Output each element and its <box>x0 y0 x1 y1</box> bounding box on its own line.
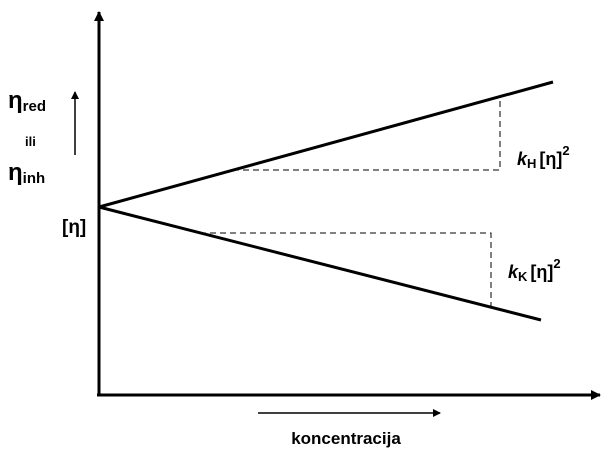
k-symbol: k <box>517 149 528 169</box>
kraemer-line <box>98 205 542 322</box>
y-label-top: ηred <box>8 87 46 115</box>
subscript: red <box>23 98 46 115</box>
intercept-label: [η] <box>62 217 86 238</box>
x-axis-label: koncentracija <box>291 429 401 448</box>
k-symbol: k <box>508 262 519 282</box>
subscript: H <box>527 156 536 171</box>
exponent: 2 <box>553 256 560 271</box>
eta-symbol: η <box>8 87 23 114</box>
subscript: K <box>518 269 528 284</box>
slope-guide-upper <box>233 97 501 171</box>
slope-guide-lower <box>200 232 492 307</box>
y-label-connector: ili <box>25 134 36 149</box>
eta-symbol: η <box>8 159 23 186</box>
subscript: inh <box>23 170 46 187</box>
term: [η] <box>539 149 562 169</box>
y-label-bottom: ηinh <box>8 159 45 187</box>
exponent: 2 <box>562 143 569 158</box>
term: [η] <box>530 262 553 282</box>
upper-annotation: kH [η]2 <box>517 143 570 171</box>
huggins-line <box>98 80 554 209</box>
lower-annotation: kK [η]2 <box>508 256 561 284</box>
